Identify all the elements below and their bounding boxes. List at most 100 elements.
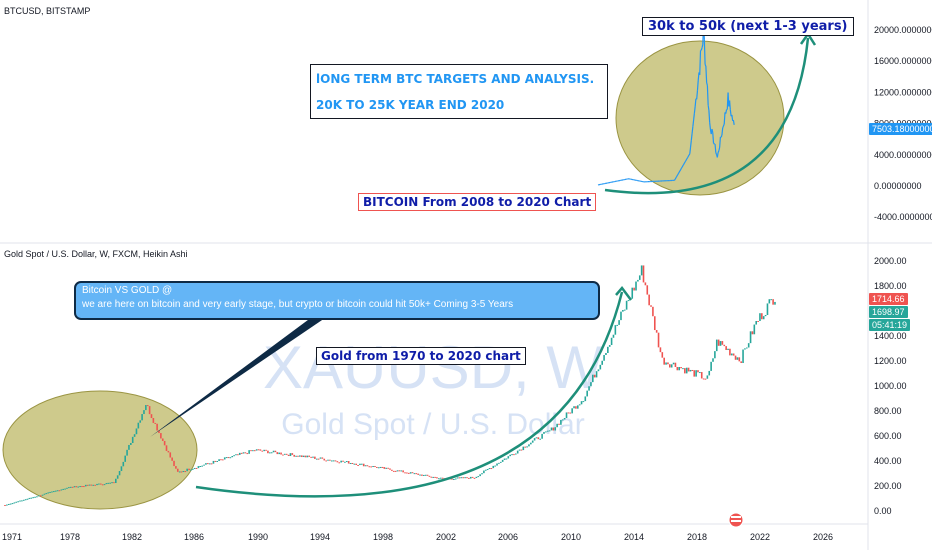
- btc-line-segment: [678, 174, 679, 175]
- gold-candle: [220, 459, 222, 460]
- btc-line-segment: [701, 48, 702, 50]
- gold-candle: [226, 457, 228, 458]
- gold-candle: [539, 439, 541, 440]
- gold-candle: [774, 302, 776, 305]
- btc-line-segment: [691, 140, 692, 147]
- gold-candle: [51, 491, 53, 492]
- gold-candle: [468, 478, 470, 479]
- gold-candle: [213, 461, 215, 464]
- gold-candle: [690, 370, 692, 371]
- gold-candle: [686, 368, 688, 374]
- gold-candle: [355, 464, 357, 465]
- gold-candle: [479, 474, 481, 476]
- gold-candle: [337, 461, 339, 462]
- btc-line-segment: [702, 44, 703, 47]
- gold-candle: [498, 463, 500, 464]
- gold-candle: [622, 310, 624, 312]
- gold-candle: [370, 466, 372, 467]
- gold-candle: [305, 456, 307, 458]
- gold-candle: [333, 460, 335, 461]
- gold-candle: [650, 305, 652, 307]
- gold-candle: [329, 460, 331, 461]
- gold-candle: [295, 456, 297, 457]
- gold-candle: [352, 463, 354, 464]
- gold-candle: [530, 443, 532, 445]
- gold-candle: [278, 453, 280, 455]
- gold-candle: [763, 316, 765, 319]
- gold-candle: [331, 460, 333, 461]
- gold-candle: [301, 455, 303, 457]
- btc-target-label: 30k to 50k (next 1-3 years): [642, 17, 854, 36]
- btc-y-tick: 0.00000000: [874, 181, 922, 191]
- gold-candle: [323, 459, 325, 461]
- gold-candle: [267, 451, 269, 454]
- btc-line-segment: [689, 154, 690, 155]
- gold-candle: [569, 413, 571, 414]
- gold-candle: [297, 456, 299, 457]
- gold-candle: [519, 450, 521, 451]
- gold-candle: [42, 495, 44, 496]
- gold-candle: [754, 325, 756, 335]
- gold-candle: [618, 320, 620, 325]
- gold-candle: [231, 456, 233, 457]
- gold-candle: [494, 466, 496, 467]
- gold-candle: [588, 386, 590, 390]
- callout-line2: we are here on bitcoin and very early st…: [82, 299, 513, 310]
- gold-candle: [76, 486, 78, 487]
- gold-candle: [15, 502, 17, 503]
- gold-arrow-head: [616, 288, 631, 300]
- gold-candle: [590, 382, 592, 386]
- btc-line-segment: [692, 127, 693, 134]
- gold-candle: [733, 353, 735, 355]
- btc-line-segment: [710, 123, 711, 130]
- gold-candle: [663, 358, 665, 365]
- gold-candle: [136, 428, 138, 434]
- gold-candle: [583, 401, 585, 402]
- gold-candle: [770, 299, 772, 300]
- gold-candle: [245, 452, 247, 453]
- gold-candle: [92, 485, 94, 486]
- gold-candle: [145, 405, 147, 410]
- gold-candle: [314, 457, 316, 459]
- gold-candle: [579, 404, 581, 405]
- gold-candle: [656, 330, 658, 333]
- btc-line-segment: [686, 159, 687, 160]
- gold-candle: [746, 347, 748, 348]
- gold-candle: [620, 312, 622, 320]
- gold-y-tick: 2000.00: [874, 256, 907, 266]
- gold-candle: [363, 464, 365, 467]
- gold-candle: [639, 275, 641, 280]
- gold-candle: [744, 348, 746, 349]
- gold-y-tick: 1400.00: [874, 331, 907, 341]
- btc-line-segment: [708, 105, 709, 110]
- gold-candle: [239, 453, 241, 455]
- btc-line-segment: [713, 133, 714, 144]
- gold-candle: [237, 454, 239, 455]
- gold-candle: [66, 488, 68, 489]
- gold-candle: [138, 423, 140, 429]
- gold-candle: [139, 420, 141, 422]
- gold-candle: [528, 444, 530, 446]
- gold-candle: [628, 300, 630, 301]
- gold-candle: [611, 338, 613, 345]
- gold-candle: [695, 370, 697, 376]
- gold-candle: [716, 340, 718, 352]
- gold-candle: [727, 349, 729, 350]
- gold-candle: [466, 477, 468, 478]
- gold-candle: [652, 307, 654, 316]
- gold-candle: [607, 347, 609, 353]
- btc-line-segment: [724, 112, 725, 124]
- gold-candle: [554, 427, 556, 430]
- gold-candle: [688, 368, 690, 372]
- btc-pane-title: BTCUSD, BITSTAMP: [4, 6, 90, 16]
- gold-candle: [216, 461, 218, 462]
- gold-candle: [524, 447, 526, 448]
- callout-line1: Bitcoin VS GOLD @: [82, 285, 172, 296]
- gold-candle: [662, 352, 664, 358]
- gold-y-tick: 600.00: [874, 431, 902, 441]
- gold-candle: [288, 455, 290, 456]
- gold-candle: [491, 468, 493, 469]
- gold-candle: [675, 363, 677, 367]
- gold-candle: [149, 406, 151, 414]
